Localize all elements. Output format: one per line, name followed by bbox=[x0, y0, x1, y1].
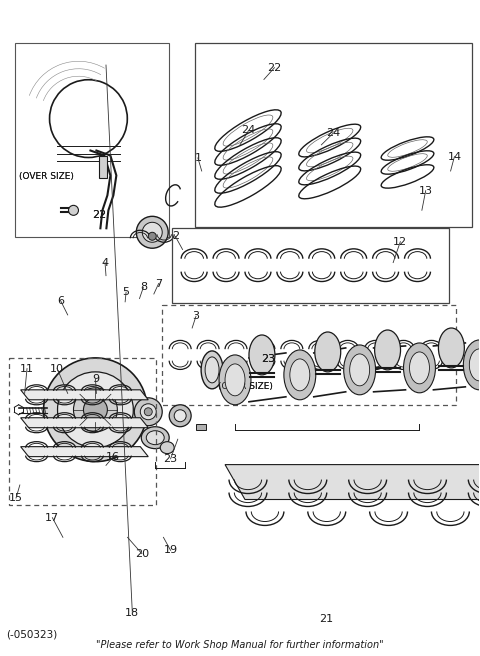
Ellipse shape bbox=[284, 350, 316, 400]
Circle shape bbox=[174, 410, 186, 422]
Circle shape bbox=[169, 405, 191, 426]
Bar bbox=[162, 305, 456, 405]
Ellipse shape bbox=[315, 332, 341, 372]
Text: 24: 24 bbox=[241, 125, 256, 135]
Text: 8: 8 bbox=[140, 283, 147, 293]
Text: 9: 9 bbox=[92, 374, 99, 384]
Text: (OVER SIZE): (OVER SIZE) bbox=[19, 172, 74, 181]
Text: "Please refer to Work Shop Manual for further information": "Please refer to Work Shop Manual for fu… bbox=[96, 640, 384, 650]
Ellipse shape bbox=[219, 355, 251, 405]
Text: 15: 15 bbox=[9, 493, 23, 503]
Ellipse shape bbox=[404, 343, 435, 393]
Circle shape bbox=[144, 408, 152, 416]
Circle shape bbox=[148, 232, 156, 240]
Text: 22: 22 bbox=[267, 63, 282, 73]
Circle shape bbox=[142, 222, 162, 242]
Text: (-050323): (-050323) bbox=[6, 629, 58, 639]
Circle shape bbox=[73, 388, 117, 432]
Circle shape bbox=[58, 372, 133, 447]
Text: 7: 7 bbox=[155, 279, 162, 289]
Text: 19: 19 bbox=[164, 545, 178, 556]
Text: 24: 24 bbox=[326, 128, 340, 138]
Ellipse shape bbox=[463, 340, 480, 390]
Text: 16: 16 bbox=[106, 452, 120, 462]
Text: 13: 13 bbox=[419, 186, 432, 195]
Ellipse shape bbox=[141, 426, 169, 449]
Polygon shape bbox=[225, 464, 480, 499]
Text: 23: 23 bbox=[261, 354, 275, 364]
Circle shape bbox=[69, 205, 78, 215]
Ellipse shape bbox=[409, 352, 430, 384]
Bar bbox=[172, 228, 449, 303]
Ellipse shape bbox=[438, 328, 464, 368]
Text: 6: 6 bbox=[57, 295, 64, 306]
Bar bbox=[99, 157, 108, 178]
Text: 12: 12 bbox=[393, 237, 408, 247]
Bar bbox=[195, 43, 472, 227]
Text: 17: 17 bbox=[45, 513, 60, 523]
Text: 3: 3 bbox=[192, 311, 200, 321]
Bar bbox=[15, 43, 169, 237]
Circle shape bbox=[134, 398, 162, 426]
Text: 22: 22 bbox=[92, 211, 106, 220]
Polygon shape bbox=[21, 447, 148, 457]
Ellipse shape bbox=[249, 335, 275, 375]
Text: (OVER SIZE): (OVER SIZE) bbox=[218, 382, 273, 392]
Circle shape bbox=[44, 358, 147, 462]
Ellipse shape bbox=[201, 351, 223, 389]
Ellipse shape bbox=[160, 441, 174, 454]
Text: 2: 2 bbox=[172, 232, 179, 241]
Ellipse shape bbox=[225, 364, 245, 396]
Text: 1: 1 bbox=[194, 153, 202, 163]
Text: 20: 20 bbox=[135, 548, 149, 559]
Circle shape bbox=[140, 404, 156, 420]
Text: 10: 10 bbox=[50, 363, 64, 373]
Ellipse shape bbox=[374, 330, 400, 370]
Ellipse shape bbox=[290, 359, 310, 391]
Text: 14: 14 bbox=[447, 152, 461, 161]
Text: 21: 21 bbox=[319, 614, 333, 624]
Text: 23: 23 bbox=[261, 354, 275, 364]
Circle shape bbox=[84, 398, 108, 422]
Text: 5: 5 bbox=[122, 287, 130, 297]
Text: 18: 18 bbox=[125, 607, 139, 617]
Bar bbox=[196, 424, 206, 430]
Text: 4: 4 bbox=[101, 258, 108, 268]
Ellipse shape bbox=[146, 431, 164, 445]
Text: 23: 23 bbox=[164, 454, 178, 464]
Ellipse shape bbox=[350, 354, 370, 386]
Ellipse shape bbox=[344, 345, 376, 395]
Text: 22: 22 bbox=[92, 211, 106, 220]
Ellipse shape bbox=[469, 349, 480, 381]
Polygon shape bbox=[21, 418, 148, 428]
Text: 11: 11 bbox=[20, 363, 34, 373]
Circle shape bbox=[136, 216, 168, 248]
Text: (OVER SIZE): (OVER SIZE) bbox=[218, 382, 273, 392]
Ellipse shape bbox=[205, 357, 219, 383]
Polygon shape bbox=[21, 390, 148, 400]
Bar bbox=[9, 358, 156, 506]
Text: (OVER SIZE): (OVER SIZE) bbox=[19, 172, 74, 181]
